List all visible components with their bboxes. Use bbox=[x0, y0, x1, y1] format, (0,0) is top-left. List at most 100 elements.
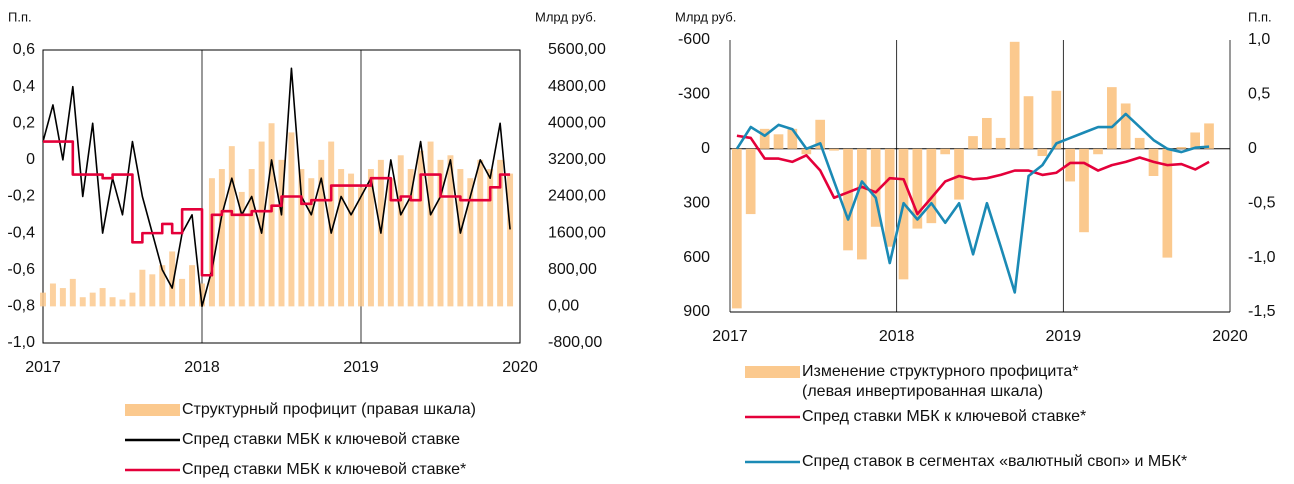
y-tick-label: 0,6 bbox=[13, 41, 35, 58]
bar bbox=[139, 269, 146, 307]
bar bbox=[387, 178, 394, 307]
bar bbox=[1134, 137, 1145, 149]
y2-tick-label: 1600,00 bbox=[548, 224, 606, 241]
bar bbox=[912, 148, 923, 229]
x-tick-label: 2020 bbox=[1212, 328, 1248, 345]
bar bbox=[954, 148, 964, 200]
bar bbox=[268, 123, 275, 307]
y2-tick-label: -1,0 bbox=[1248, 249, 1276, 266]
bar bbox=[477, 159, 484, 307]
bar bbox=[1204, 123, 1214, 149]
legend-swatch bbox=[125, 404, 180, 416]
bar bbox=[248, 169, 255, 307]
y-tick-label: 900 bbox=[683, 303, 710, 320]
bar bbox=[995, 137, 1006, 149]
bar bbox=[308, 178, 315, 307]
bar bbox=[129, 292, 136, 307]
x-tick-label: 2017 bbox=[712, 328, 748, 345]
y2-tick-label: 5600,00 bbox=[548, 41, 606, 58]
bar bbox=[238, 191, 245, 307]
y2-tick-label: 4800,00 bbox=[548, 78, 606, 95]
bar bbox=[149, 274, 156, 307]
bar bbox=[732, 148, 742, 309]
bar bbox=[427, 141, 434, 307]
y-tick-label: -0,8 bbox=[7, 298, 35, 315]
bar bbox=[407, 169, 414, 307]
bar bbox=[218, 169, 225, 307]
bar bbox=[119, 299, 126, 307]
legend-label: Структурный профицит (правая шкала) bbox=[182, 401, 476, 418]
y2-tick-label: -1,5 bbox=[1248, 303, 1276, 320]
y2-tick-label: 2400,00 bbox=[548, 188, 606, 205]
line-series bbox=[42, 67, 511, 308]
y-tick-label: 0,2 bbox=[13, 114, 35, 131]
bar bbox=[829, 148, 839, 151]
bar bbox=[79, 297, 86, 307]
bar bbox=[1107, 87, 1117, 149]
bar bbox=[857, 148, 867, 260]
axis-unit: Млрд руб. bbox=[675, 9, 736, 24]
bar bbox=[159, 265, 166, 307]
bar bbox=[1093, 148, 1103, 155]
y2-tick-label: -0,5 bbox=[1248, 194, 1276, 211]
bar bbox=[884, 148, 895, 247]
x-tick-label: 2020 bbox=[502, 359, 538, 376]
bar bbox=[487, 169, 494, 307]
bar bbox=[348, 173, 355, 307]
axis-unit: П.п. bbox=[1248, 9, 1272, 24]
y2-tick-label: 0 bbox=[1248, 140, 1257, 157]
bar bbox=[773, 134, 784, 149]
bar bbox=[1051, 90, 1062, 149]
y-tick-label: -1,0 bbox=[7, 334, 35, 351]
y-tick-label: 0,4 bbox=[13, 78, 35, 95]
bar bbox=[367, 169, 374, 307]
line-series bbox=[736, 134, 1210, 216]
y-tick-label: -0,4 bbox=[7, 224, 35, 241]
bar bbox=[179, 278, 186, 307]
bar bbox=[1037, 148, 1048, 157]
x-tick-label: 2019 bbox=[343, 359, 379, 376]
x-tick-label: 2018 bbox=[184, 359, 220, 376]
bar bbox=[759, 128, 770, 149]
bar bbox=[447, 155, 454, 307]
legend-label: Спред ставки МБК к ключевой ставке* bbox=[182, 461, 466, 478]
bar bbox=[437, 159, 444, 307]
bar bbox=[288, 132, 295, 307]
y-tick-label: 300 bbox=[683, 194, 710, 211]
legend-swatch bbox=[745, 366, 800, 378]
bar bbox=[457, 169, 464, 307]
bar bbox=[109, 297, 116, 307]
y2-tick-label: 1,0 bbox=[1248, 31, 1270, 48]
bar bbox=[99, 288, 106, 307]
bar bbox=[358, 187, 364, 307]
y-tick-label: 0 bbox=[26, 151, 35, 168]
bar bbox=[89, 292, 96, 307]
bar bbox=[169, 251, 176, 307]
bar bbox=[338, 169, 345, 307]
bar bbox=[497, 159, 504, 307]
bar bbox=[1079, 148, 1089, 233]
y-tick-label: -600 bbox=[678, 31, 710, 48]
axis-unit: Млрд руб. bbox=[535, 9, 596, 24]
bar bbox=[1162, 148, 1173, 258]
bar bbox=[278, 159, 285, 307]
bar bbox=[898, 148, 909, 280]
bar bbox=[1120, 103, 1131, 149]
x-tick-label: 2019 bbox=[1046, 328, 1082, 345]
legend-label: Спред ставки МБК к ключевой ставке* bbox=[802, 408, 1086, 425]
bar bbox=[189, 265, 196, 307]
bar bbox=[397, 155, 404, 307]
bar bbox=[1065, 148, 1076, 182]
bar bbox=[968, 136, 978, 149]
y-tick-label: 600 bbox=[683, 249, 710, 266]
bar bbox=[228, 146, 235, 307]
bar bbox=[1009, 41, 1020, 149]
bar bbox=[1023, 96, 1034, 149]
bar bbox=[258, 141, 265, 307]
line-series bbox=[43, 140, 511, 277]
y2-tick-label: 0,00 bbox=[548, 298, 579, 315]
bar bbox=[328, 141, 335, 307]
bar bbox=[940, 148, 951, 155]
bar bbox=[926, 148, 937, 224]
